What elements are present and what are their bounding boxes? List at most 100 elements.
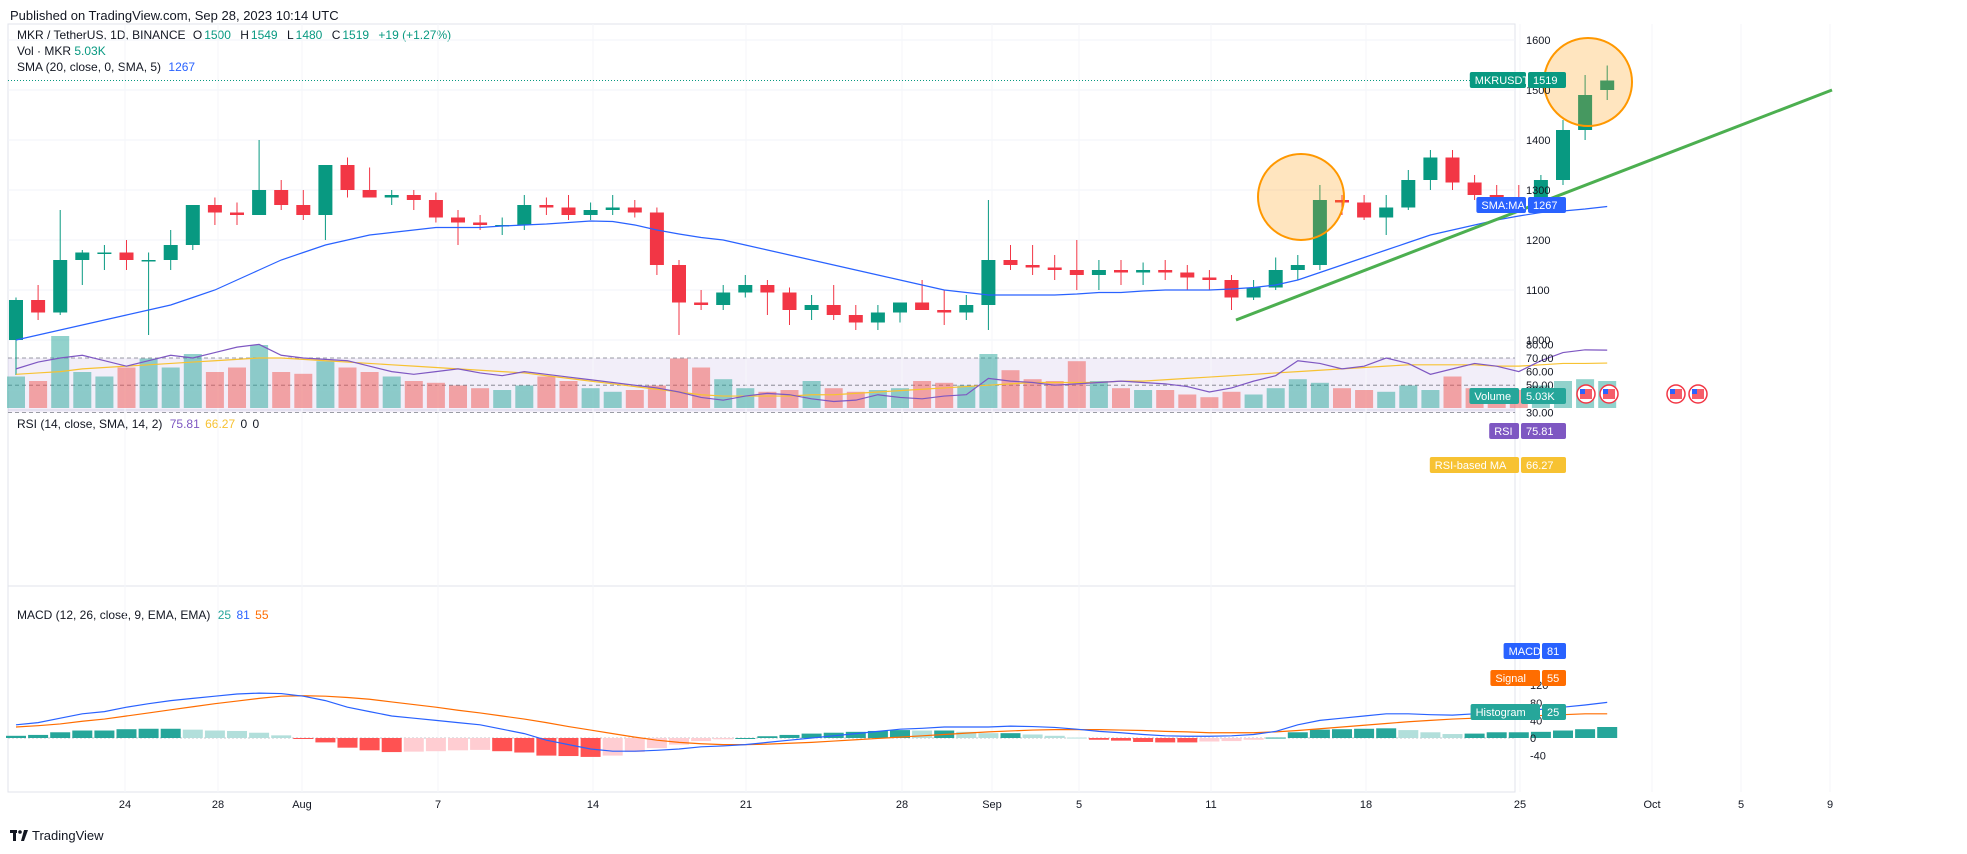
rsi-tick-label: 30.00 — [1526, 407, 1554, 419]
volume-bar — [1310, 382, 1329, 408]
event-flags[interactable] — [1576, 384, 1708, 404]
volume-bar — [1244, 394, 1263, 408]
us-flag-icon — [1666, 384, 1686, 404]
candle — [384, 190, 399, 205]
candle-body — [583, 210, 598, 215]
macd-legend-label[interactable]: MACD (12, 26, close, 9, EMA, EMA) — [17, 608, 211, 622]
candle — [760, 280, 775, 315]
volume-bar — [360, 372, 379, 408]
candle-body — [296, 205, 311, 215]
macd-histogram-bar — [978, 733, 999, 738]
candle — [362, 167, 377, 198]
macd-tick-label: -40 — [1530, 751, 1546, 763]
candle — [738, 275, 753, 298]
candle — [870, 305, 885, 330]
candle — [1091, 260, 1106, 290]
macd-histogram-bar — [1530, 731, 1551, 738]
price-badge: MKRUSDT 1519 — [1469, 72, 1566, 88]
price-badge-value-box — [1528, 72, 1566, 88]
macd-histogram-bar — [182, 729, 203, 738]
macd-badge: MACD 81 — [1503, 643, 1566, 659]
volume-bar — [404, 381, 423, 408]
tradingview-logo[interactable]: TradingView — [10, 828, 104, 843]
macd-histogram-bar — [425, 738, 446, 752]
volume-bar — [714, 379, 733, 408]
candle — [959, 295, 974, 320]
rsi-legend-label[interactable]: RSI (14, close, SMA, 14, 2) — [17, 417, 163, 431]
macd-histogram-bar — [757, 736, 778, 738]
flag-stripes — [1670, 389, 1682, 399]
candle — [296, 190, 311, 220]
macd-histogram-bar — [956, 731, 977, 738]
volume-badge-value-box — [1521, 388, 1566, 404]
macd-histogram-bar — [160, 728, 181, 738]
candle — [605, 195, 620, 215]
macd-histogram-bar — [1066, 737, 1087, 739]
candle — [1202, 270, 1217, 290]
candle-body — [252, 190, 267, 215]
candle — [1312, 185, 1327, 270]
macd-histogram-bar — [116, 729, 137, 738]
candle-body — [1335, 200, 1349, 203]
candle-body — [53, 260, 68, 313]
volume-bar — [957, 385, 976, 408]
volume-bar — [7, 376, 25, 408]
candle — [1357, 195, 1372, 220]
candle-body — [1180, 272, 1195, 278]
candle — [1578, 75, 1593, 140]
candle-body — [1312, 200, 1327, 265]
candle-body — [1202, 277, 1217, 280]
price-badge-name-box — [1469, 72, 1526, 88]
rsi-ma-badge-name: RSI-based MA — [1435, 460, 1507, 472]
candle-body — [694, 302, 709, 305]
candle-body — [1158, 270, 1173, 273]
macd-legend: MACD (12, 26, close, 9, EMA, EMA) 25 81 … — [17, 608, 269, 622]
sma-badge-value-box — [1528, 197, 1566, 213]
rsi-legend-value: 75.81 — [169, 417, 200, 431]
macd-histogram-bar — [845, 731, 866, 738]
signal-line — [15, 695, 1608, 746]
volume-bar — [736, 388, 755, 408]
macd-histogram-bar — [403, 738, 424, 752]
time-tick-label: 14 — [587, 799, 599, 811]
macd-histogram-bar — [1597, 727, 1618, 738]
candle — [53, 210, 68, 315]
sma-badge: SMA:MA 1267 — [1476, 197, 1566, 213]
macd-histogram-bar — [1464, 733, 1485, 738]
candle — [9, 297, 23, 375]
candle — [583, 202, 598, 220]
tradingview-logo-text: TradingView — [32, 828, 104, 843]
candle-body — [1268, 270, 1283, 288]
rsi-badge-value-box — [1521, 423, 1566, 439]
candle-body — [230, 212, 244, 215]
volume-bar — [449, 385, 467, 408]
candle — [848, 305, 863, 330]
time-tick-label: 11 — [1205, 799, 1216, 811]
flag-canton — [1603, 389, 1608, 394]
volume-bar — [1134, 390, 1153, 408]
volume-legend-label[interactable]: Vol · MKR — [17, 44, 72, 58]
candles[interactable] — [9, 65, 1615, 376]
candle — [1246, 280, 1261, 300]
candle — [185, 205, 200, 250]
macd-histogram-bar — [249, 732, 270, 738]
macd-histogram-bar — [1000, 733, 1021, 738]
macd-histogram-bar — [646, 738, 667, 749]
macd-histogram-bar — [1332, 729, 1352, 738]
symbol-label[interactable]: MKR / TetherUS, 1D, BINANCE — [17, 28, 186, 42]
candle-body — [627, 207, 642, 213]
volume-bar — [625, 390, 644, 408]
candle-body — [649, 212, 664, 265]
candle-body — [1401, 180, 1416, 208]
candle-body — [473, 222, 488, 225]
hist-badge-value-box — [1542, 704, 1566, 720]
macd-histogram-bar — [669, 738, 689, 745]
candle — [716, 285, 731, 310]
candle — [561, 195, 576, 220]
price-tick-label: 1300 — [1526, 185, 1550, 197]
macd-histogram-bar — [1133, 738, 1154, 742]
volume-badge-name: Volume — [1474, 391, 1511, 403]
volume-bar — [780, 390, 799, 408]
highlight-circle-1[interactable] — [1257, 153, 1345, 241]
